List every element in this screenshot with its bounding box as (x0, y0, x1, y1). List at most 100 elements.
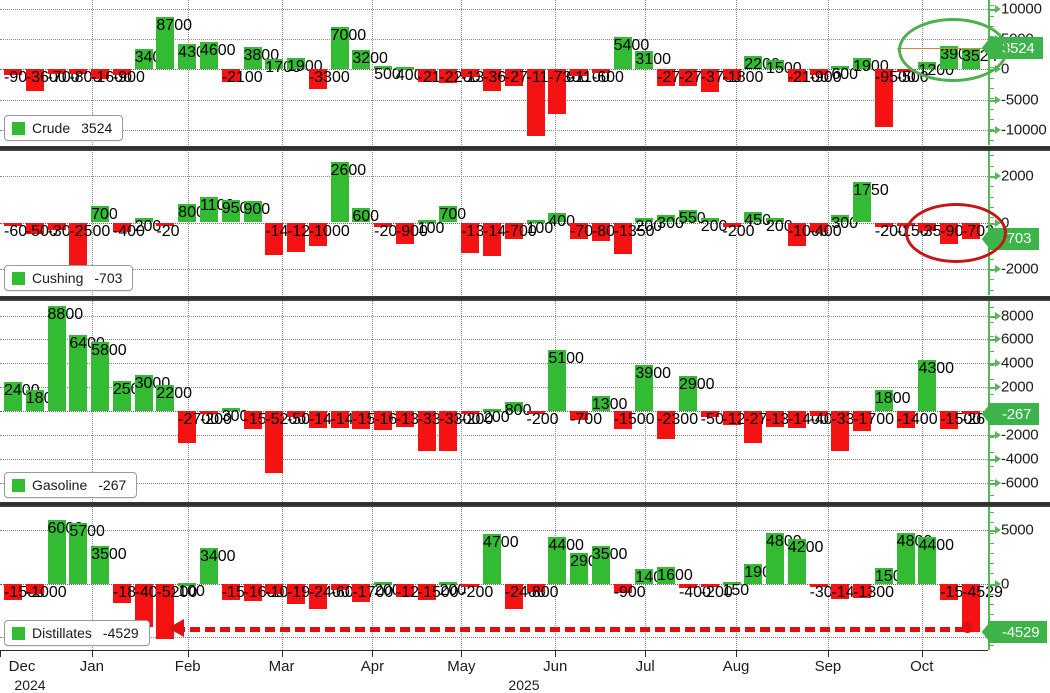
axis-minor-tick (990, 88, 994, 90)
legend-swatch-icon (12, 121, 25, 135)
axis-minor-tick (990, 593, 994, 595)
x-axis-tick-label: Sep (814, 658, 842, 675)
bar: 200 (374, 581, 401, 599)
legend-cushing[interactable]: Cushing -703 (4, 265, 134, 291)
bar: 1900 (744, 563, 780, 584)
axis-tick (990, 387, 997, 390)
legend-crude[interactable]: Crude 3524 (4, 115, 124, 141)
bar: -500 (700, 411, 733, 429)
value-badge-crude: 3524 (981, 37, 1043, 60)
plot-clip-crude: -900 -3600 -700 -800 -1600 -900 3400 8700 4300 46… (0, 0, 1050, 145)
bar: -3600 (25, 69, 67, 92)
bar: -20 (156, 222, 180, 240)
bar: -3300 (417, 411, 459, 451)
panel-distillates: -1500 -1000 6000 5700 3500 -1800 -4000 -5200 100… (0, 507, 1050, 650)
value-badge-pointer-icon (981, 621, 991, 644)
horizontal-gridline (0, 269, 988, 271)
bar: 700 (91, 206, 118, 224)
axis-minor-tick (990, 465, 994, 467)
axis-minor-tick (990, 25, 994, 27)
axis-minor-tick (990, 5, 994, 7)
horizontal-gridline (0, 482, 988, 484)
x-axis-tick-label: Jan (79, 658, 104, 675)
plot-clip-cushing: -60 -500 -300 -2500 700 -400 200 -20 800 1100 950 9… (0, 150, 1050, 295)
x-axis-line (0, 650, 988, 651)
axis-minor-tick (990, 217, 994, 219)
legend-gasoline[interactable]: Gasoline -267 (4, 472, 138, 498)
bar: 2200 (744, 56, 780, 74)
x-axis-tick-label: Jul (635, 658, 655, 675)
value-badge-distillates: -4529 (981, 621, 1048, 644)
axis-minor-tick (990, 206, 994, 208)
axis-minor-tick (990, 604, 994, 606)
bar: 4300 (918, 359, 954, 412)
bar: -1350 (613, 222, 655, 255)
bar: -200 (700, 583, 733, 601)
legend-swatch-icon (12, 626, 25, 640)
bar: 1100 (199, 196, 234, 223)
axis-minor-tick (990, 494, 994, 496)
bar: -1300 (395, 411, 437, 429)
bar: 4300 (178, 43, 214, 70)
axis-tick-arrow-icon (995, 383, 1001, 392)
bar: 200 (439, 581, 467, 599)
bar: -900 (809, 69, 842, 87)
axis-minor-tick (990, 379, 994, 381)
axis-tick-label: -2000 (1001, 260, 1039, 278)
bar: 6000 (47, 519, 83, 584)
vertical-gridline (461, 507, 463, 650)
bar: -1450 (483, 222, 524, 257)
axis-tick-arrow-icon (995, 265, 1001, 274)
bar: -1200 (395, 583, 437, 601)
bar: 4600 (199, 41, 236, 70)
bar: -1450 (308, 411, 350, 429)
x-axis-tick (555, 650, 557, 657)
axis-tick (990, 99, 997, 102)
axis-minor-tick (990, 512, 994, 514)
bar: -1500 (221, 583, 263, 601)
bar: -2200 (439, 69, 481, 87)
bar: -200 (461, 583, 494, 601)
axis-tick-arrow-icon (995, 65, 1001, 74)
axis-minor-tick (990, 437, 994, 439)
bar: 600 (352, 208, 380, 226)
bar: -2700 (678, 69, 720, 87)
bar: 100 (417, 220, 445, 238)
bar: -700 (570, 222, 603, 240)
bar: -200 (374, 222, 407, 240)
axis-tick-arrow-icon (995, 579, 1001, 588)
value-badge-text: -4529 (1002, 623, 1040, 641)
bar: -900 (112, 69, 145, 87)
horizontal-gridline (0, 458, 988, 460)
legend-label: Distillates (32, 625, 92, 641)
bar: 800 (178, 203, 205, 223)
x-axis-tick (187, 650, 189, 657)
legend-swatch-icon (12, 478, 25, 492)
bar: -200 (722, 222, 755, 240)
horizontal-gridline (0, 315, 988, 317)
value-badge-cushing: -703 (981, 227, 1040, 250)
axis-minor-tick (990, 15, 994, 17)
vertical-gridline (187, 507, 189, 650)
bar: 1900 (287, 58, 323, 75)
value-badge-text: -267 (1002, 405, 1032, 423)
bar: 3524 (962, 48, 998, 70)
legend-distillates[interactable]: Distillates -4529 (4, 620, 150, 646)
bar: -5200 (156, 583, 197, 640)
vertical-gridline (736, 507, 738, 650)
legend-value: -703 (94, 270, 123, 286)
vertical-gridline (372, 0, 374, 145)
horizontal-gridline (0, 363, 988, 365)
bar: -1500 (613, 411, 655, 430)
axis-minor-tick (990, 289, 994, 291)
bar: -800 (69, 69, 102, 87)
bar: -200 (461, 411, 494, 429)
axis-tick-arrow-icon (995, 335, 1001, 344)
axis-tick-arrow-icon (995, 5, 1001, 14)
bar: 100 (526, 220, 554, 238)
bar: 400 (548, 213, 576, 231)
plot-area-crude: -900 -3600 -700 -800 -1600 -900 3400 8700 4300 46… (0, 0, 998, 145)
bar: 3800 (243, 46, 279, 70)
axis-minor-tick (990, 155, 994, 157)
bar: -1600 (374, 411, 415, 431)
